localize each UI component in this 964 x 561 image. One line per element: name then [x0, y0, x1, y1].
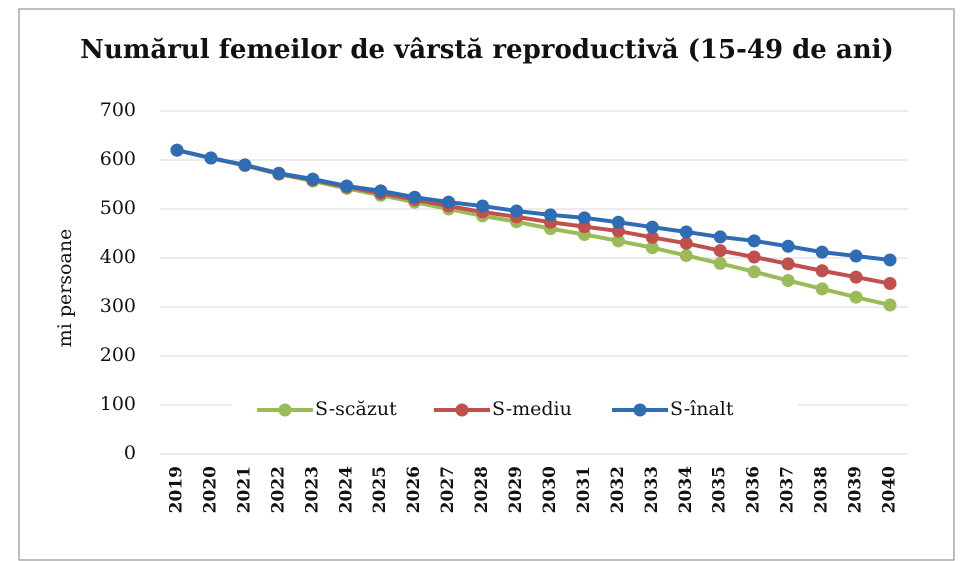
- data-point: [442, 195, 456, 209]
- y-axis-label: mi persoane: [54, 229, 76, 348]
- data-point: [611, 215, 625, 229]
- data-point: [747, 234, 761, 248]
- data-point: [713, 244, 727, 258]
- data-point: [849, 249, 863, 263]
- data-point: [577, 211, 591, 225]
- data-point: [408, 190, 422, 204]
- x-tick-label: 2032: [608, 466, 628, 513]
- legend-marker: [633, 403, 647, 417]
- data-point: [781, 274, 795, 288]
- y-tick-label: 100: [100, 393, 136, 415]
- data-point: [476, 199, 490, 213]
- data-point: [679, 249, 693, 263]
- data-point: [306, 172, 320, 186]
- x-tick-label: 2021: [234, 466, 254, 513]
- data-point: [272, 166, 286, 180]
- data-point: [645, 220, 659, 234]
- data-point: [849, 270, 863, 284]
- x-tick-label: 2029: [506, 466, 526, 513]
- data-point: [815, 282, 829, 296]
- data-point: [781, 257, 795, 271]
- x-tick-label: 2038: [812, 466, 832, 513]
- data-point: [747, 250, 761, 264]
- data-point: [747, 265, 761, 279]
- data-point: [340, 179, 354, 193]
- y-tick-label: 700: [100, 99, 136, 121]
- y-tick-label: 300: [100, 295, 136, 317]
- x-tick-label: 2025: [370, 466, 390, 513]
- y-tick-label: 500: [100, 197, 136, 219]
- data-point: [849, 290, 863, 304]
- data-point: [543, 208, 557, 222]
- data-point: [611, 234, 625, 248]
- x-tick-label: 2033: [642, 466, 662, 513]
- data-point: [883, 276, 897, 290]
- x-tick-label: 2030: [540, 466, 560, 513]
- data-point: [883, 298, 897, 312]
- x-tick-label: 2037: [778, 466, 798, 513]
- data-point: [713, 230, 727, 244]
- legend-marker: [278, 403, 292, 417]
- data-point: [713, 256, 727, 270]
- data-point: [645, 230, 659, 244]
- x-tick-label: 2027: [438, 466, 458, 513]
- data-point: [781, 239, 795, 253]
- data-point: [170, 143, 184, 157]
- x-tick-label: 2023: [302, 466, 322, 513]
- y-tick-label: 400: [100, 246, 136, 268]
- data-point: [679, 236, 693, 250]
- x-tick-label: 2039: [846, 466, 866, 513]
- x-tick-label: 2036: [744, 466, 764, 513]
- legend-box: [232, 396, 798, 424]
- y-tick-label: 200: [100, 344, 136, 366]
- data-point: [238, 158, 252, 172]
- series-line: [176, 148, 891, 262]
- legend-label: S-scăzut: [315, 398, 397, 420]
- x-tick-label: 2035: [710, 466, 730, 513]
- data-point: [204, 151, 218, 165]
- x-tick-label: 2040: [880, 466, 900, 513]
- chart-title: Numărul femeilor de vârstă reproductivă …: [80, 35, 894, 65]
- legend-label: S-mediu: [492, 398, 572, 420]
- x-tick-label: 2022: [268, 466, 288, 513]
- x-tick-label: 2028: [472, 466, 492, 513]
- data-point: [679, 225, 693, 239]
- y-tick-label: 600: [100, 148, 136, 170]
- data-point: [510, 204, 524, 218]
- data-point: [815, 245, 829, 259]
- data-point: [645, 241, 659, 255]
- x-tick-label: 2034: [676, 466, 696, 513]
- legend-label: S-înalt: [670, 398, 734, 420]
- x-tick-label: 2031: [574, 466, 594, 513]
- data-point: [374, 184, 388, 198]
- x-tick-label: 2026: [404, 466, 424, 513]
- legend-marker: [455, 403, 469, 417]
- data-point: [883, 253, 897, 267]
- data-point: [815, 264, 829, 278]
- x-tick-label: 2019: [167, 466, 187, 513]
- x-tick-label: 2020: [200, 466, 220, 513]
- x-tick-label: 2024: [336, 466, 356, 513]
- y-tick-label: 0: [124, 442, 136, 464]
